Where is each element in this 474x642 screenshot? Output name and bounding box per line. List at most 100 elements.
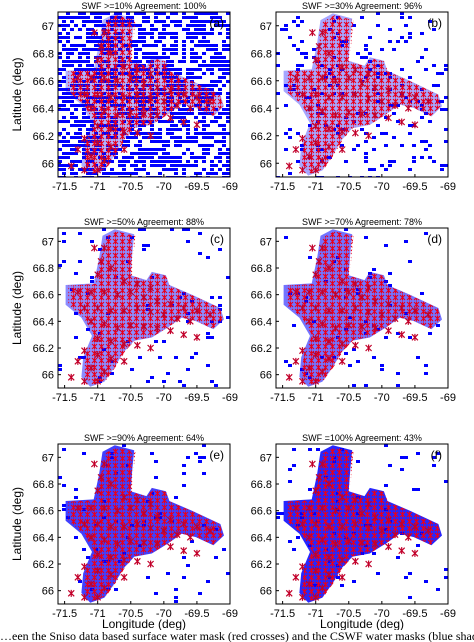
data-point <box>180 304 188 312</box>
y-tick-label: 67 <box>42 236 54 248</box>
data-point <box>74 357 82 365</box>
data-point <box>378 97 386 105</box>
x-tick-label: -69.5 <box>402 392 427 404</box>
data-point <box>81 91 88 98</box>
data-point <box>107 571 115 579</box>
data-point <box>385 516 392 524</box>
data-point <box>285 373 293 381</box>
data-point <box>325 264 333 272</box>
data-point <box>411 93 419 101</box>
panel-a: -71.5 -71 -70.5 -70 -69.5 -69 66 66.2 66.4 66.6 66… <box>10 1 238 193</box>
data-point <box>325 49 333 57</box>
series-sar-crosses <box>285 29 432 174</box>
data-point <box>120 357 128 365</box>
data-point <box>312 593 320 601</box>
data-point <box>315 42 323 50</box>
data-point <box>365 308 373 316</box>
data-point <box>299 304 306 312</box>
data-point <box>120 277 128 285</box>
x-tick-label: -70 <box>374 392 390 404</box>
data-point <box>97 257 105 265</box>
data-point <box>292 573 300 581</box>
data-point <box>153 84 161 92</box>
y-tick-label: 66.2 <box>33 131 54 143</box>
data-point <box>325 480 333 488</box>
data-point <box>120 340 128 348</box>
data-point <box>338 128 346 136</box>
y-axis-label: Latitude (deg) <box>10 487 24 561</box>
data-point <box>308 244 316 252</box>
data-point <box>94 56 102 64</box>
data-point <box>147 70 155 78</box>
data-point <box>173 531 181 539</box>
data-point <box>81 304 88 312</box>
data-point <box>180 547 188 555</box>
data-point <box>87 74 95 82</box>
data-point <box>351 341 359 349</box>
data-point <box>365 284 373 292</box>
data-point <box>325 125 333 133</box>
data-point <box>299 377 306 385</box>
data-point <box>94 520 102 528</box>
data-point <box>167 516 174 524</box>
data-point <box>345 537 353 545</box>
x-tick-label: -71.5 <box>52 181 77 193</box>
data-point <box>87 533 95 541</box>
panel-b: -71.5 -71 -70.5 -70 -69.5 -69 66 66.2 66.4 66.6 66… <box>251 1 456 193</box>
data-point <box>338 63 346 71</box>
data-point <box>299 135 306 142</box>
data-point <box>206 527 214 535</box>
data-point <box>94 567 102 575</box>
data-point <box>94 271 102 279</box>
data-point <box>312 520 320 528</box>
data-point <box>365 95 373 103</box>
data-point <box>351 129 359 137</box>
data-point <box>180 91 188 98</box>
data-point <box>325 143 333 151</box>
data-point <box>127 108 135 116</box>
data-point <box>312 91 320 98</box>
data-point <box>180 118 188 126</box>
sar-crosses-area <box>68 15 224 174</box>
data-point <box>107 523 115 531</box>
y-axis-label: Latitude (deg) <box>10 271 24 345</box>
data-point <box>358 539 366 547</box>
data-point <box>94 166 102 174</box>
y-tick-label: 66.4 <box>251 532 272 544</box>
data-point <box>305 364 313 372</box>
panel-title: SWF >=90% Agreement: 64% <box>84 433 204 443</box>
data-point <box>74 146 82 153</box>
data-point <box>312 304 320 312</box>
data-point <box>305 504 313 512</box>
x-tick-label: -71 <box>90 608 106 620</box>
series-sar-crosses <box>67 460 214 601</box>
y-tick-label: 66.8 <box>33 479 54 491</box>
data-point <box>120 146 128 153</box>
data-point <box>385 543 392 551</box>
data-point <box>365 560 373 568</box>
data-point <box>140 539 148 547</box>
data-point <box>398 331 406 339</box>
plot-area <box>276 228 448 388</box>
panel-label: (b) <box>427 16 442 30</box>
data-point <box>100 368 108 376</box>
data-point <box>365 344 373 352</box>
y-tick-label: 67 <box>260 236 272 248</box>
data-point <box>299 347 306 355</box>
y-tick-label: 66.8 <box>251 479 272 491</box>
data-point <box>107 125 115 133</box>
data-point <box>120 307 128 315</box>
x-tick-label: -71 <box>308 392 324 404</box>
y-tick-label: 66.6 <box>33 290 54 302</box>
data-point <box>378 311 386 319</box>
data-point <box>81 135 88 142</box>
x-tick-label: -69 <box>440 392 456 404</box>
data-point <box>81 166 88 174</box>
data-point <box>114 507 121 515</box>
data-point <box>147 308 155 316</box>
data-point <box>120 523 128 531</box>
data-point <box>100 584 108 592</box>
data-point <box>107 143 115 151</box>
series-sar-crosses <box>67 244 214 385</box>
